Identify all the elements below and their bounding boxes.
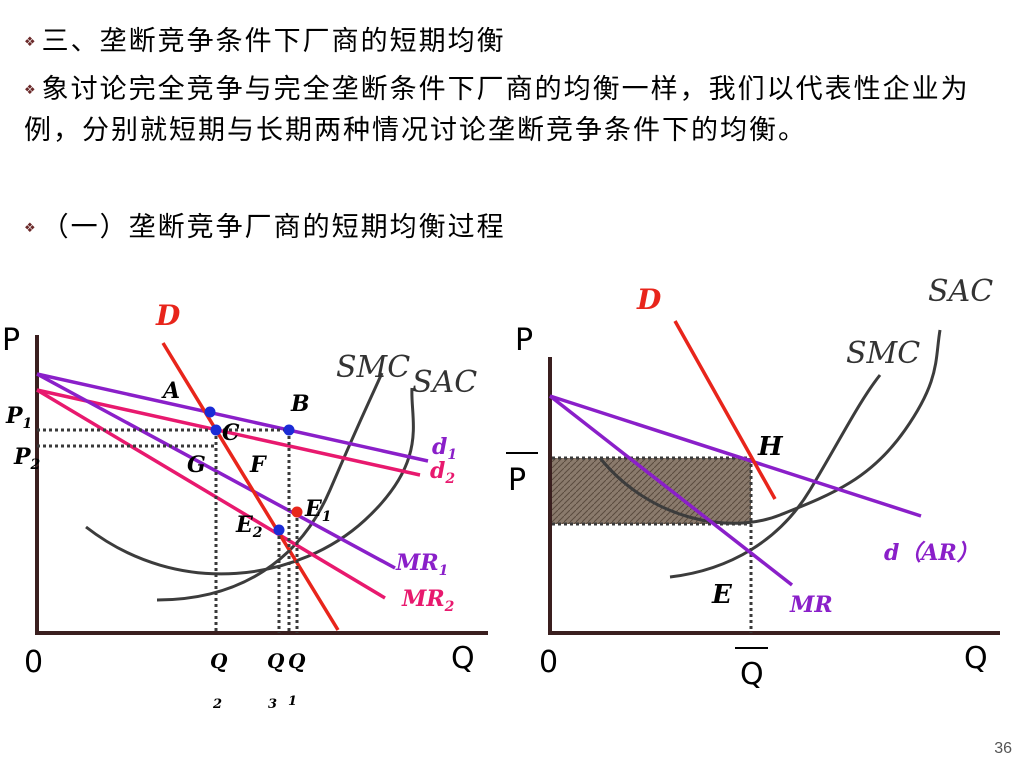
right-D-label: D [636,283,662,316]
right-price-label: P [508,463,526,498]
left-point-a-label: A [161,378,180,404]
paragraph-text: 象讨论完全竞争与完全垄断条件下厂商的均衡一样，我们以代表性企业为例，分别就短期与… [24,74,970,146]
right-qty-label: Q [740,657,764,692]
right-mr-curve [548,394,794,587]
right-origin-label: 0 [539,645,558,680]
left-mr1-curve [36,372,396,570]
right-point-e-label: E [711,580,733,610]
left-point-a-dot [204,406,216,418]
left-d1-label: d1 [432,434,457,463]
left-SMC-label: SMC [336,350,410,385]
heading-text: 三、垄断竞争条件下厂商的短期均衡 [41,26,506,57]
right-smc-curve [669,374,882,579]
right-reference-lines [552,456,753,633]
left-origin-label: 0 [24,645,43,680]
diamond-bullet-icon: ❖ [24,83,38,98]
diamond-bullet-icon: ❖ [24,221,38,236]
left-d2-curve [36,388,421,477]
right-axis-x-label: Q [964,641,988,676]
left-MR2-label: MR2 [401,586,455,615]
left-point-e1-label: E1 [304,496,332,525]
left-sac-curve [85,387,415,576]
left-point-g-label: G [187,452,206,478]
right-D-curve [673,320,777,500]
right-SMC-label: SMC [846,336,920,371]
left-point-e2-dot [273,524,285,536]
right-axis-y-label: P [515,323,533,358]
right-mr-label: MR [789,592,833,618]
right-d-ar-curve [549,394,922,518]
left-qty-q1-sub: 1 [288,694,297,709]
left-point-c-label: C [222,420,240,446]
left-d1-curve [36,372,429,463]
left-D-curve [161,342,340,631]
left-d2-label: d2 [430,458,455,487]
left-point-b-dot [283,424,295,436]
left-point-e1-dot [291,506,303,518]
left-D-label: D [155,299,181,332]
left-price-p2-label: P2 [13,444,41,473]
left-qty-q3-label: Q [267,649,285,673]
right-diagram: P Q 0 P Q D SAC SMC d（AR） MR H E [506,274,1000,692]
right-point-h-label: H [757,432,784,462]
slide-subheading: ❖ （一）垄断竞争厂商的短期均衡过程 [24,208,506,249]
right-loss-area [552,458,751,524]
left-point-c-dot [210,424,222,436]
left-qty-q1-label: Q [288,649,306,673]
left-axis-x-label: Q [451,641,475,676]
left-point-f-label: F [249,452,267,478]
left-axis-y-label: P [2,323,20,358]
left-smc-curve [156,372,384,602]
diamond-bullet-icon: ❖ [24,35,38,50]
slide-heading: ❖ 三、垄断竞争条件下厂商的短期均衡 [24,22,506,63]
left-qty-q2-sub: 2 [212,697,222,712]
left-qty-q2-label: Q [210,649,228,673]
subheading-text: （一）垄断竞争厂商的短期均衡过程 [41,212,506,243]
right-d-ar-label: d（AR） [884,540,979,566]
left-qty-q3-sub: 3 [268,697,277,712]
left-diagram: P Q 0 D SMC SAC d1 d2 MR1 MR2 A B C G F … [2,299,488,712]
left-point-e2-label: E2 [235,512,263,541]
page-number: 36 [994,740,1012,757]
left-reference-lines [37,428,299,633]
right-sac-curve [598,329,942,525]
slide-paragraph: ❖ 象讨论完全竞争与完全垄断条件下厂商的均衡一样，我们以代表性企业为例，分别就短期… [24,70,1004,151]
left-price-p1-label: P1 [5,403,32,432]
left-mr2-curve [36,388,386,600]
left-point-b-label: B [290,391,310,417]
right-SAC-label: SAC [928,274,993,309]
left-SAC-label: SAC [412,365,477,400]
left-MR1-label: MR1 [395,550,448,579]
